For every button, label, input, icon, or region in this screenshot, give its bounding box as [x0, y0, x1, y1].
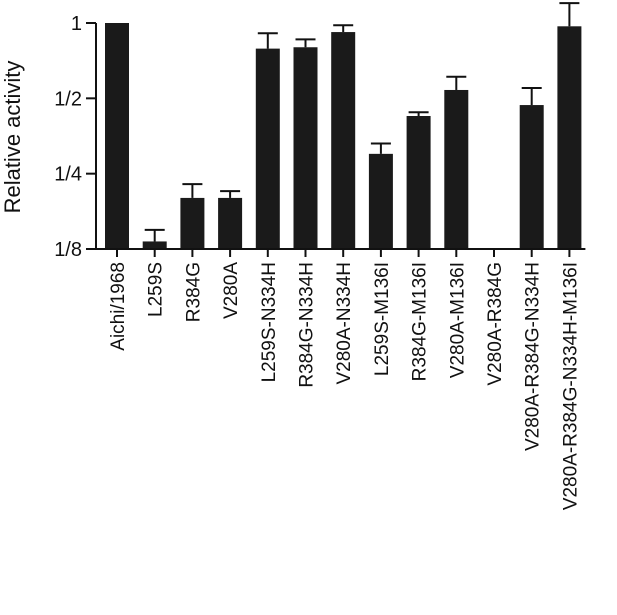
x-tick-label: L259S-N334H: [259, 262, 280, 382]
x-tick-label: R384G: [183, 262, 204, 322]
bar: [557, 26, 582, 250]
y-tick-label: 1: [71, 13, 82, 35]
bar: [368, 153, 393, 249]
x-tick-label: V280A: [221, 262, 242, 319]
y-tick-label: 1/8: [54, 239, 82, 261]
x-tick-label: V280A-R384G-N334H-M136I: [560, 262, 581, 510]
x-tick-label: R384G-M136I: [410, 262, 431, 381]
bar: [218, 197, 243, 249]
x-tick-label: Aichi/1968: [108, 262, 129, 351]
x-tick-labels: Aichi/1968 L259S R384G V280A L259S-N334H R384…: [108, 262, 581, 511]
x-axis: [96, 248, 586, 257]
x-tick-label: V280A-R384G-N334H: [523, 262, 544, 451]
error-bars: [144, 2, 580, 242]
bar: [255, 48, 280, 249]
y-tick-label: 1/2: [54, 88, 82, 110]
x-tick-label: L259S: [146, 262, 167, 317]
x-tick-label: V280A-N334H: [334, 262, 355, 385]
bar: [444, 89, 469, 250]
bar: [142, 241, 167, 249]
bar: [519, 105, 544, 249]
bar: [331, 32, 356, 249]
bar: [105, 23, 129, 249]
y-tick-label: 1/4: [54, 164, 82, 186]
x-tick-label: V280A-M136I: [447, 262, 468, 378]
bar: [293, 47, 318, 249]
bar: [406, 115, 431, 249]
bar: [180, 197, 205, 249]
bars: [105, 23, 582, 250]
x-tick-label: V280A-R384G: [485, 262, 506, 386]
x-tick-label: L259S-M136I: [372, 262, 393, 376]
y-axis-label: Relative activity: [0, 61, 25, 214]
x-tick-label: R384G-N334H: [297, 262, 318, 388]
y-axis: 1 1/2 1/4 1/8: [54, 13, 97, 261]
